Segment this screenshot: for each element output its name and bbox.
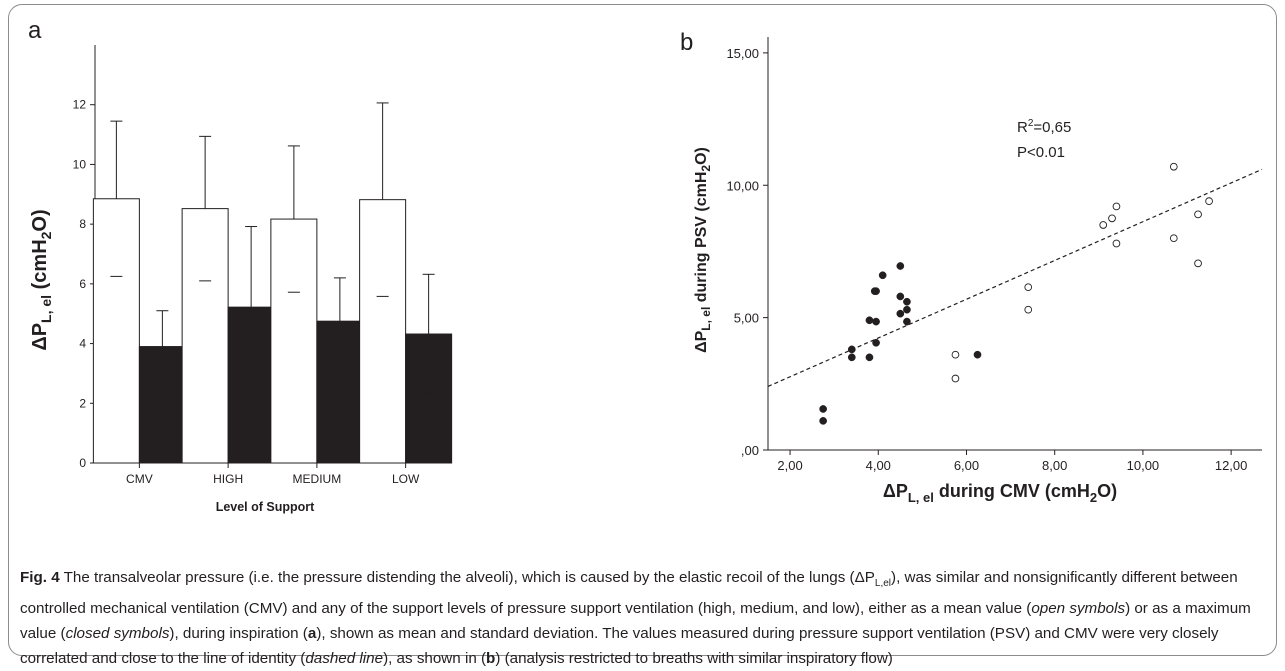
scatter-point-open bbox=[951, 374, 960, 383]
bar-mean bbox=[181, 208, 229, 464]
y-tick-label: 4 bbox=[79, 337, 86, 351]
bar-chart-panel-a: a 0 2 4 6 8 10 12 CMV HIGH MEDIUM LOW Level of Su… bbox=[28, 17, 453, 514]
scatter-point-open bbox=[1024, 283, 1033, 292]
bar-mean bbox=[359, 199, 407, 464]
y-tick-label: 6 bbox=[79, 277, 86, 291]
bar-maximum bbox=[316, 320, 364, 464]
x-tick-label: LOW bbox=[392, 472, 420, 486]
y-tick-label: 0 bbox=[79, 456, 86, 470]
scatter-point-closed bbox=[847, 353, 856, 362]
scatter-point-open bbox=[1194, 210, 1202, 219]
scatter-point-closed bbox=[819, 417, 827, 425]
x-tick-label-b: 6,00 bbox=[954, 458, 979, 473]
y-axis-title-unit-end: O) bbox=[29, 209, 51, 231]
figure-caption: Fig. 4 The transalveolar pressure (i.e. … bbox=[20, 569, 1251, 668]
y-axis-title: ΔPL, el (cmH2O) bbox=[29, 209, 54, 350]
y-axis-title-unit: (cmH bbox=[29, 239, 51, 295]
scatter-point-open bbox=[1112, 202, 1121, 211]
scatter-point-open bbox=[1024, 305, 1033, 314]
x-tick-label-b: 12,00 bbox=[1215, 458, 1248, 473]
regression-line bbox=[767, 168, 1263, 388]
y-tick-label-b: 5,00 bbox=[734, 311, 759, 326]
bar-mean bbox=[270, 218, 318, 464]
scatter-point-closed bbox=[847, 345, 856, 354]
scatter-point-open bbox=[1108, 214, 1116, 223]
bar-mean bbox=[92, 198, 140, 464]
y-tick-label-b: ,00 bbox=[741, 443, 759, 458]
x-tick-label: CMV bbox=[126, 472, 153, 486]
r-squared-annotation: R2=0,65 bbox=[1017, 118, 1071, 136]
scatter-point-open bbox=[1169, 234, 1178, 243]
scatter-point-closed bbox=[819, 405, 827, 413]
y-tick-label: 10 bbox=[73, 157, 87, 171]
y-tick-label: 8 bbox=[79, 217, 86, 231]
scatter-point-closed bbox=[973, 350, 982, 359]
scatter-point-open bbox=[1194, 259, 1202, 268]
x-tick-label-b: 4,00 bbox=[866, 458, 891, 473]
y-tick-label: 12 bbox=[73, 98, 87, 112]
scatter-point-open bbox=[1099, 221, 1108, 229]
x-axis-title: Level of Support bbox=[216, 500, 315, 514]
scatter-point-closed bbox=[896, 292, 905, 301]
scatter-point-closed bbox=[896, 262, 905, 270]
bar-maximum bbox=[138, 346, 186, 464]
x-tick-label-b: 8,00 bbox=[1042, 458, 1067, 473]
scatter-point-closed bbox=[896, 309, 905, 318]
x-tick-label-b: 2,00 bbox=[777, 458, 802, 473]
scatter-point-closed bbox=[903, 297, 911, 306]
x-tick-label: MEDIUM bbox=[293, 472, 342, 486]
scatter-point-closed bbox=[865, 353, 874, 362]
scatter-point-closed bbox=[903, 305, 911, 314]
y-tick-label-b: 10,00 bbox=[726, 178, 759, 193]
y-axis-title-b: ΔPL, el during PSV (cmH2O) bbox=[693, 147, 713, 353]
scatter-point-closed bbox=[903, 317, 911, 326]
scatter-point-open bbox=[1205, 197, 1213, 205]
scatter-point-open bbox=[951, 350, 960, 359]
scatter-point-closed bbox=[870, 287, 879, 296]
scatter-point-open bbox=[1112, 239, 1121, 248]
y-tick-label: 2 bbox=[79, 396, 86, 410]
p-value-annotation: P<0.01 bbox=[1017, 144, 1065, 161]
scatter-point-closed bbox=[878, 271, 887, 280]
x-tick-label: HIGH bbox=[213, 472, 243, 486]
y-tick-label-b: 15,00 bbox=[726, 46, 759, 61]
panel-label-a: a bbox=[28, 17, 42, 44]
y-axis-title-main: ΔP bbox=[29, 323, 51, 351]
y-axis-title-sub: L, el bbox=[38, 295, 54, 323]
scatter-point-open bbox=[1169, 162, 1178, 171]
figure-frame bbox=[8, 4, 1277, 656]
scatter-point-closed bbox=[872, 317, 880, 326]
scatter-point-closed bbox=[872, 338, 880, 347]
x-axis-title-b: ΔPL, el during CMV (cmH2O) bbox=[883, 481, 1117, 505]
scatter-chart-panel-b: b ,00 5,00 10,00 15,00 2,00 4,00 6,00 8,00 10,00… bbox=[680, 29, 1263, 505]
scatter-point-closed bbox=[865, 316, 874, 325]
y-axis-title-unit-sub: 2 bbox=[38, 231, 54, 239]
panel-label-b: b bbox=[680, 29, 693, 56]
caption-label: Fig. 4 bbox=[20, 569, 60, 586]
x-tick-label-b: 10,00 bbox=[1127, 458, 1160, 473]
bar-maximum bbox=[405, 333, 453, 464]
